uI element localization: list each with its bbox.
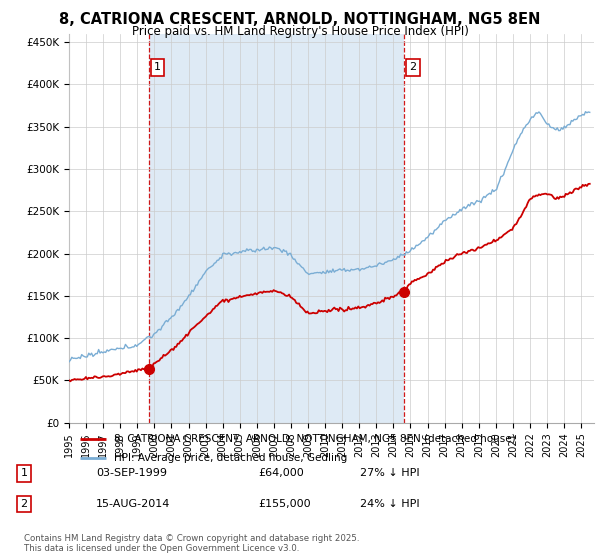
Text: Price paid vs. HM Land Registry's House Price Index (HPI): Price paid vs. HM Land Registry's House … [131,25,469,38]
Text: 1: 1 [154,63,161,72]
Bar [149,34,404,423]
Text: 24% ↓ HPI: 24% ↓ HPI [360,499,419,509]
Text: 15-AUG-2014: 15-AUG-2014 [96,499,170,509]
Text: 2: 2 [20,499,28,509]
Text: 2: 2 [409,63,416,72]
Text: HPI: Average price, detached house, Gedling: HPI: Average price, detached house, Gedl… [113,452,347,463]
Text: 03-SEP-1999: 03-SEP-1999 [96,468,167,478]
Text: 27% ↓ HPI: 27% ↓ HPI [360,468,419,478]
Text: £64,000: £64,000 [258,468,304,478]
Text: 8, CATRIONA CRESCENT, ARNOLD, NOTTINGHAM, NG5 8EN: 8, CATRIONA CRESCENT, ARNOLD, NOTTINGHAM… [59,12,541,27]
Text: Contains HM Land Registry data © Crown copyright and database right 2025.
This d: Contains HM Land Registry data © Crown c… [24,534,359,553]
Text: £155,000: £155,000 [258,499,311,509]
Text: 8, CATRIONA CRESCENT, ARNOLD, NOTTINGHAM, NG5 8EN (detached house): 8, CATRIONA CRESCENT, ARNOLD, NOTTINGHAM… [113,434,515,444]
Text: 1: 1 [20,468,28,478]
